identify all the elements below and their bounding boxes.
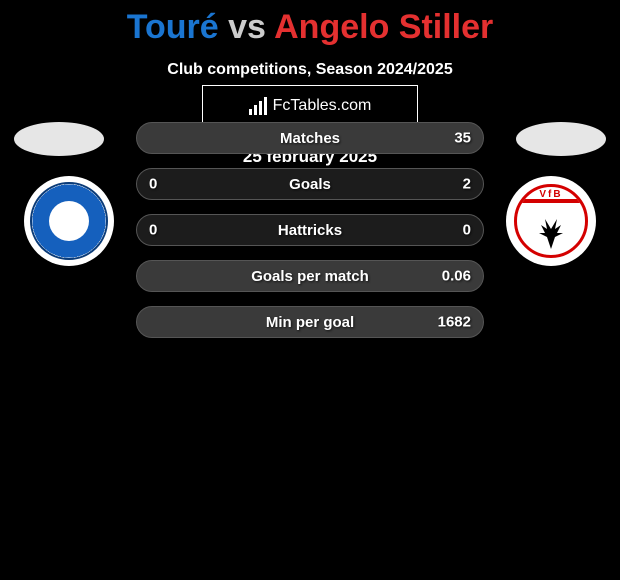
- stat-value-right: 0: [463, 222, 471, 239]
- stat-value-left: 0: [149, 222, 157, 239]
- stat-label: Hattricks: [278, 222, 342, 239]
- brand-watermark: FcTables.com: [202, 85, 418, 127]
- stat-row: Matches 35: [136, 122, 484, 154]
- stat-row: Goals per match 0.06: [136, 260, 484, 292]
- player2-silhouette: [516, 122, 606, 156]
- page-title: Touré vs Angelo Stiller: [0, 0, 620, 47]
- stat-value-right: 1682: [438, 314, 471, 331]
- subtitle: Club competitions, Season 2024/2025: [0, 61, 620, 79]
- player2-name: Angelo Stiller: [274, 8, 493, 46]
- stat-value-left: 0: [149, 176, 157, 193]
- player1-name: Touré: [127, 8, 219, 46]
- player1-silhouette: [14, 122, 104, 156]
- stat-value-right: 35: [454, 130, 471, 147]
- stat-label: Goals: [289, 176, 331, 193]
- stat-label: Min per goal: [266, 314, 354, 331]
- stat-row: Min per goal 1682: [136, 306, 484, 338]
- vs-text: vs: [228, 8, 266, 46]
- bar-chart-icon: [249, 97, 267, 115]
- team1-crest: [24, 176, 114, 266]
- stats-container: Matches 35 Goals 0 2 Hattricks 0 0 Goals per mat…: [136, 122, 484, 352]
- stat-row: Hattricks 0 0: [136, 214, 484, 246]
- stat-label: Goals per match: [251, 268, 369, 285]
- stat-value-right: 2: [463, 176, 471, 193]
- brand-name: FcTables.com: [273, 97, 372, 115]
- stat-value-right: 0.06: [442, 268, 471, 285]
- team2-crest: VfB: [506, 176, 596, 266]
- stat-label: Matches: [280, 130, 340, 147]
- stat-row: Goals 0 2: [136, 168, 484, 200]
- antler-icon: [529, 215, 573, 249]
- hoffenheim-crest-icon: [30, 182, 108, 260]
- stuttgart-crest-icon: VfB: [514, 184, 588, 258]
